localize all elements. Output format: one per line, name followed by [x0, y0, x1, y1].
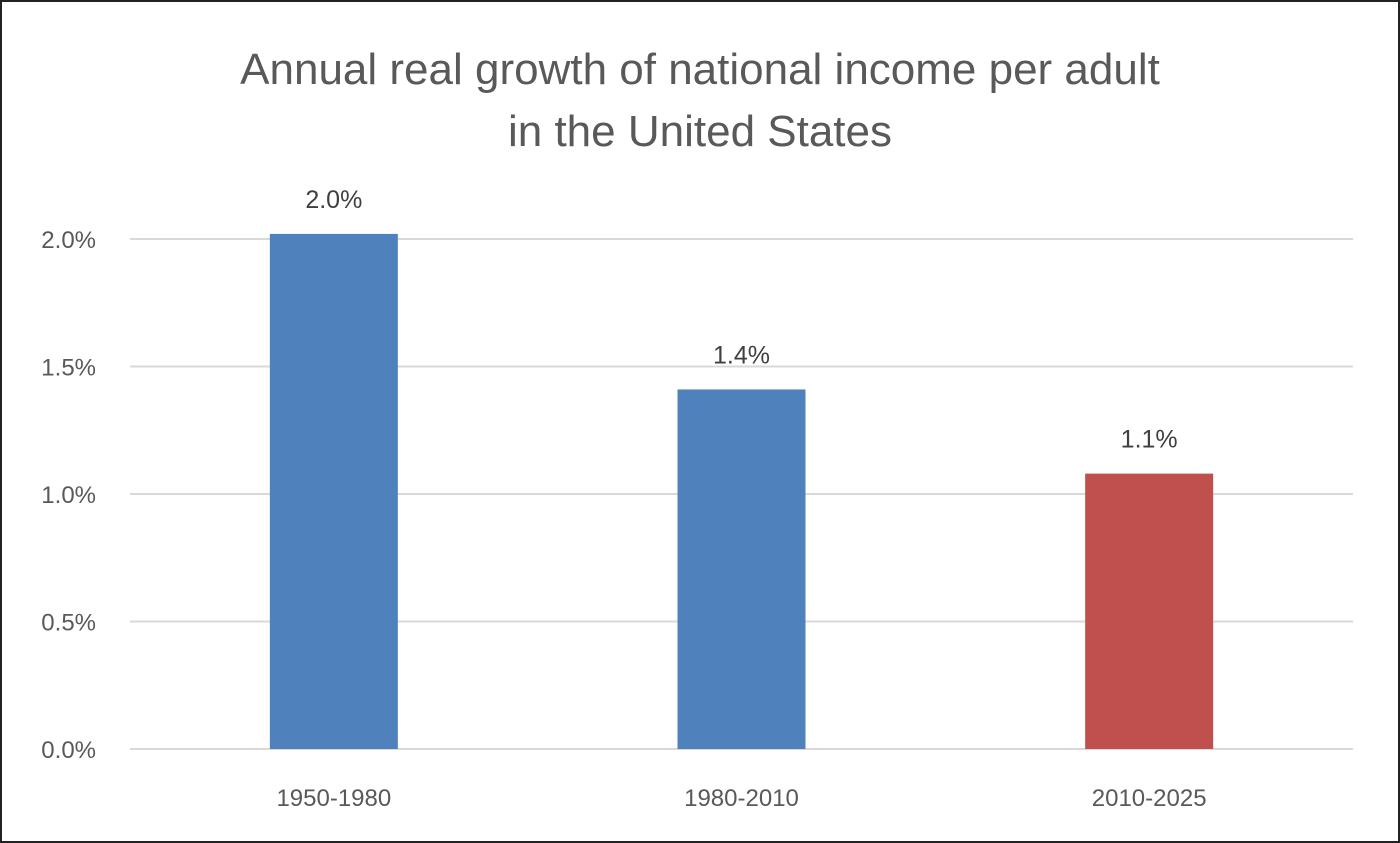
data-label: 2.0% — [305, 186, 362, 214]
data-label: 1.1% — [1121, 426, 1178, 454]
bar-1950-1980 — [269, 233, 398, 749]
y-tick-label: 0.0% — [41, 737, 96, 764]
y-tick-label: 2.0% — [41, 227, 96, 254]
x-tick-label: 2010-2025 — [1092, 785, 1207, 812]
data-label: 1.4% — [713, 341, 770, 369]
y-tick-label: 0.5% — [41, 610, 96, 637]
y-tick-label: 1.0% — [41, 482, 96, 509]
x-tick-label: 1950-1980 — [276, 785, 391, 812]
bar-1980-2010 — [677, 389, 806, 749]
bar-2010-2025 — [1085, 473, 1214, 749]
y-tick-label: 1.5% — [41, 355, 96, 382]
chart-title-line-1: Annual real growth of national income pe… — [240, 45, 1160, 94]
x-tick-label: 1980-2010 — [684, 785, 799, 812]
chart-title-line-2: in the United States — [508, 107, 892, 156]
